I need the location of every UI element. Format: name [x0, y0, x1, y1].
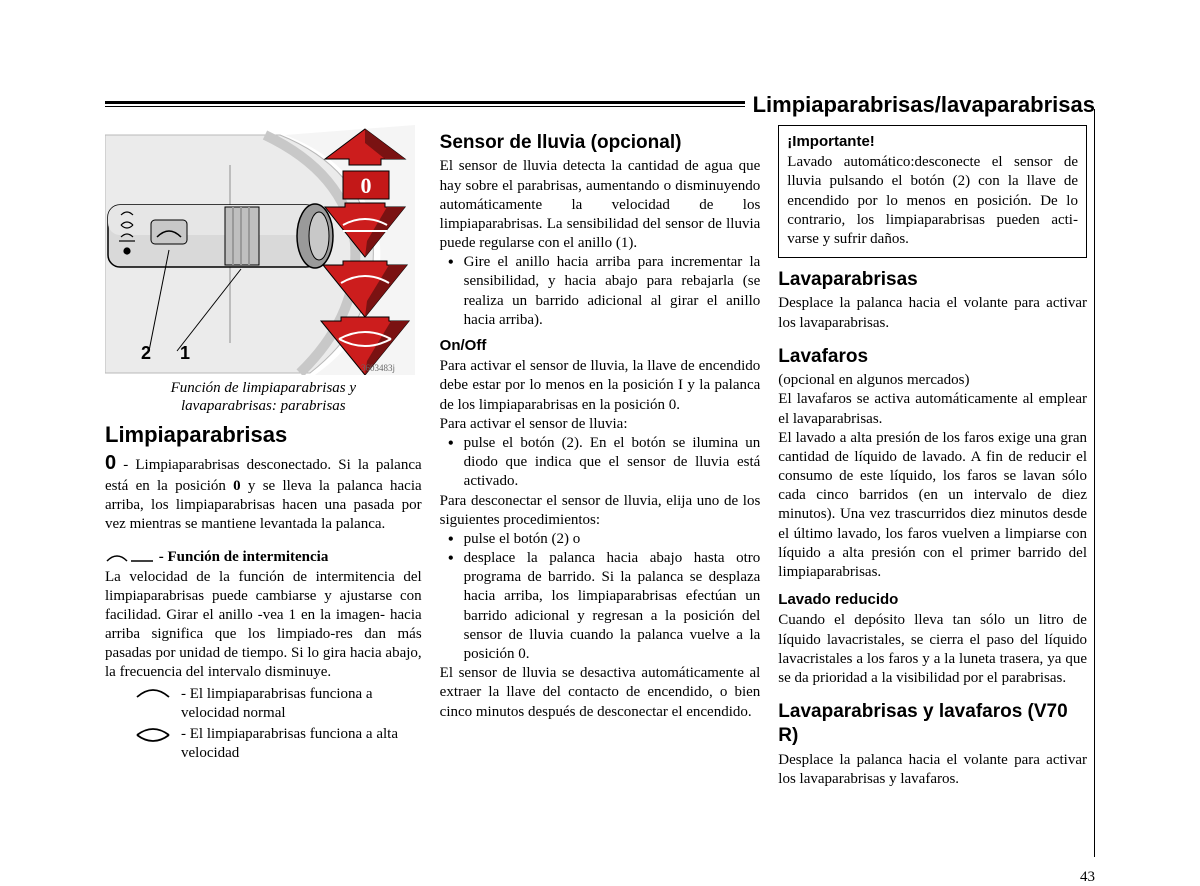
- content-columns: 0: [105, 125, 1095, 789]
- caption-line2: lavaparabrisas: parabrisas: [181, 398, 346, 414]
- intermittent-label-row: - Función de intermitencia: [105, 548, 422, 567]
- lavafaros-body1: El lavafaros se activa automáticamente a…: [778, 390, 1087, 428]
- lavafaros-body2: El lavado a alta presión de los faros ex…: [778, 429, 1087, 583]
- svg-text:0: 0: [361, 173, 372, 198]
- onoff-b3: desplace la palanca hacia abajo hasta ot…: [440, 549, 761, 664]
- figure-caption: Función de limpiaparabrisas y lavaparabr…: [105, 379, 422, 415]
- onoff-bullets-1: pulse el botón (2). En el botón se ilumi…: [440, 434, 761, 492]
- speed-high-row: - El limpiaparabrisas funciona a alta ve…: [105, 725, 422, 763]
- callout-title: ¡Importante!: [787, 132, 1078, 151]
- important-callout: ¡Importante! Lavado automático:desconect…: [778, 125, 1087, 258]
- speed-normal-text: - El limpiaparabrisas funciona a velocid…: [179, 685, 422, 723]
- v70r-body: Desplace la palanca hacia el volante par…: [778, 751, 1087, 789]
- zero-text-b: 0: [233, 478, 241, 494]
- heading-lavado-reducido: Lavado reducido: [778, 590, 1087, 609]
- wiper-double-icon: [133, 725, 173, 745]
- page-title: Limpiaparabrisas/lavaparabrisas: [745, 92, 1095, 118]
- speed-high-text: - El limpiaparabrisas funciona a alta ve…: [179, 725, 422, 763]
- heading-lavafaros: Lavafaros: [778, 345, 1087, 369]
- zero-label: 0: [105, 452, 116, 474]
- heading-sensor: Sensor de lluvia (opcional): [440, 131, 761, 155]
- onoff-b1: pulse el botón (2). En el botón se ilumi…: [440, 434, 761, 492]
- lava-body: Desplace la palanca hacia el volante par…: [778, 294, 1087, 332]
- heading-v70r: Lavaparabrisas y lavafaros (V70 R): [778, 700, 1087, 749]
- page-number: 43: [1080, 869, 1095, 886]
- lavred-body: Cuando el depósito lleva tan sólo un lit…: [778, 611, 1087, 688]
- wiper-stalk-figure: 0: [105, 125, 415, 375]
- intermittent-label: - Función de intermitencia: [155, 549, 328, 565]
- onoff-bullets-2: pulse el botón (2) o desplace la palanca…: [440, 530, 761, 664]
- onoff-p4: El sensor de lluvia se desactiva automát…: [440, 664, 761, 722]
- wiper-stalk-svg: 0: [105, 125, 415, 375]
- heading-onoff: On/Off: [440, 336, 761, 355]
- column-2: Sensor de lluvia (opcional) El sensor de…: [440, 125, 761, 789]
- sensor-bullet-1: Gire el anillo hacia arriba para increme…: [440, 253, 761, 330]
- heading-limpiaparabrisas: Limpiaparabrisas: [105, 421, 422, 449]
- column-1: 0: [105, 125, 422, 789]
- speed-normal-row: - El limpiaparabrisas funciona a velocid…: [105, 685, 422, 723]
- column-3: ¡Importante! Lavado automático:desconect…: [778, 125, 1095, 789]
- sensor-bullets: Gire el anillo hacia arriba para increme…: [440, 253, 761, 330]
- onoff-b2: pulse el botón (2) o: [440, 530, 761, 549]
- callout-body: Lavado automático:desconecte el sensor d…: [787, 153, 1078, 249]
- sensor-body: El sensor de lluvia detecta la cantidad …: [440, 157, 761, 253]
- figure-id: 3603483j: [361, 363, 395, 375]
- caption-line1: Función de limpiaparabrisas y: [171, 380, 356, 396]
- heading-lavaparabrisas: Lavaparabrisas: [778, 268, 1087, 292]
- wiper-single-icon: [133, 685, 173, 699]
- intermittent-body: La velocidad de la función de intermiten…: [105, 568, 422, 683]
- onoff-p1: Para activar el sensor de lluvia, la lla…: [440, 357, 761, 415]
- figure-number-labels: 2 1: [141, 342, 202, 365]
- onoff-p2: Para activar el sensor de lluvia:: [440, 415, 761, 434]
- intermittent-icon: [105, 551, 155, 565]
- onoff-p3: Para desconectar el sensor de lluvia, el…: [440, 492, 761, 530]
- para-position-zero: 0 - Limpiaparabrisas desconectado. Si la…: [105, 451, 422, 534]
- lavafaros-sub: (opcional en algunos mercados): [778, 371, 1087, 390]
